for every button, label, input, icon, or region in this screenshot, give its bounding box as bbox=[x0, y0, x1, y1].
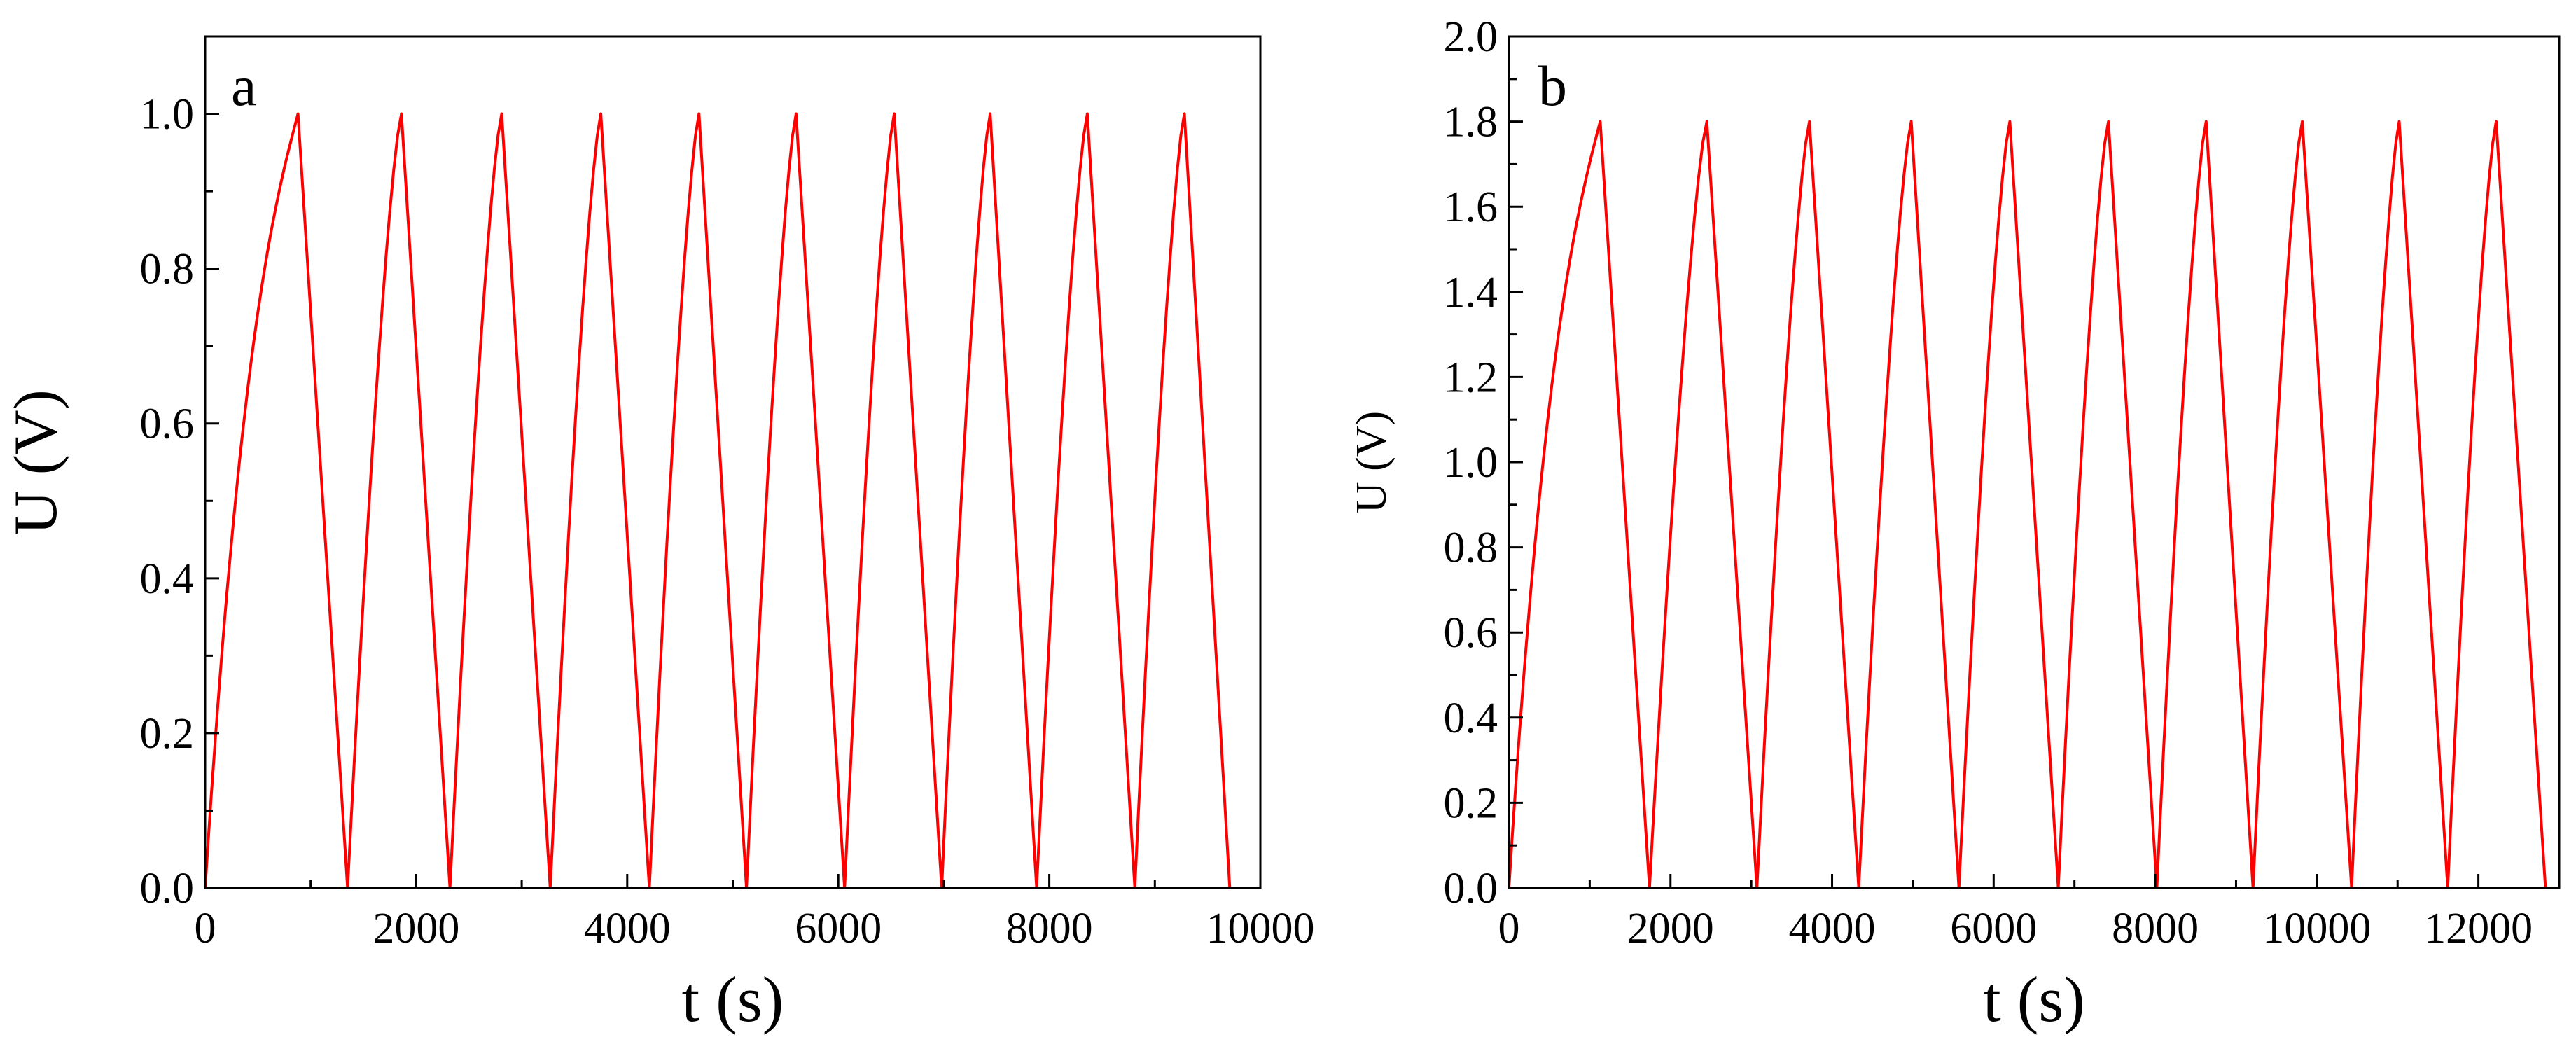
y-axis-label: U (V) bbox=[1348, 411, 1395, 513]
voltage-series-line bbox=[1509, 120, 2547, 888]
x-axis-label: t (s) bbox=[682, 964, 784, 1035]
y-tick-label: 0.6 bbox=[140, 401, 195, 448]
panel-a: 0 2000 4000 6000 8000 10000 0.0 0.2 0.4 0.6 0.8 1.0… bbox=[2, 35, 1315, 1035]
x-tick-label: 10000 bbox=[1206, 905, 1315, 952]
x-tick-label: 6000 bbox=[1950, 905, 2037, 952]
y-tick-label: 0.4 bbox=[140, 555, 195, 603]
y-tick-label: 0.2 bbox=[140, 710, 195, 758]
y-tick-label: 0.0 bbox=[1444, 865, 1498, 912]
y-tick-label: 0.8 bbox=[140, 246, 195, 293]
y-tick-label: 1.4 bbox=[1444, 269, 1498, 317]
x-tick-label: 2000 bbox=[373, 905, 459, 952]
y-tick-label: 0.2 bbox=[1444, 779, 1498, 827]
x-tick-label: 0 bbox=[195, 905, 216, 952]
voltage-series-line bbox=[205, 112, 1232, 888]
x-tick-label: 4000 bbox=[1789, 905, 1876, 952]
y-tick-label: 1.2 bbox=[1444, 354, 1498, 401]
y-tick-label: 0.6 bbox=[1444, 609, 1498, 657]
x-tick-label: 10000 bbox=[2262, 905, 2371, 952]
panel-label: a bbox=[231, 54, 256, 118]
y-tick-label: 1.0 bbox=[140, 91, 195, 139]
y-axis-label: U (V) bbox=[2, 389, 70, 535]
y-tick-label: 0.0 bbox=[140, 865, 195, 912]
y-tick-label: 1.0 bbox=[1444, 439, 1498, 487]
y-tick-label: 1.8 bbox=[1444, 99, 1498, 146]
y-tick-label: 0.4 bbox=[1444, 695, 1498, 742]
x-tick-label: 4000 bbox=[584, 905, 671, 952]
x-axis-label: t (s) bbox=[1983, 964, 2085, 1035]
x-tick-label: 8000 bbox=[1006, 905, 1093, 952]
x-tick-label: 2000 bbox=[1627, 905, 1714, 952]
x-tick-label: 0 bbox=[1498, 905, 1520, 952]
x-tick-label: 12000 bbox=[2424, 905, 2533, 952]
plot-frame bbox=[204, 35, 1262, 889]
y-tick-label: 1.6 bbox=[1444, 183, 1498, 231]
y-tick-label: 0.8 bbox=[1444, 524, 1498, 572]
panel-label: b bbox=[1538, 54, 1567, 118]
x-tick-label: 6000 bbox=[795, 905, 882, 952]
x-tick-label: 8000 bbox=[2112, 905, 2199, 952]
panel-b: 0 2000 4000 6000 8000 10000 12000 0.0 0.2 0.4 0.6 0… bbox=[1348, 13, 2561, 1035]
y-tick-label: 2.0 bbox=[1444, 13, 1498, 61]
